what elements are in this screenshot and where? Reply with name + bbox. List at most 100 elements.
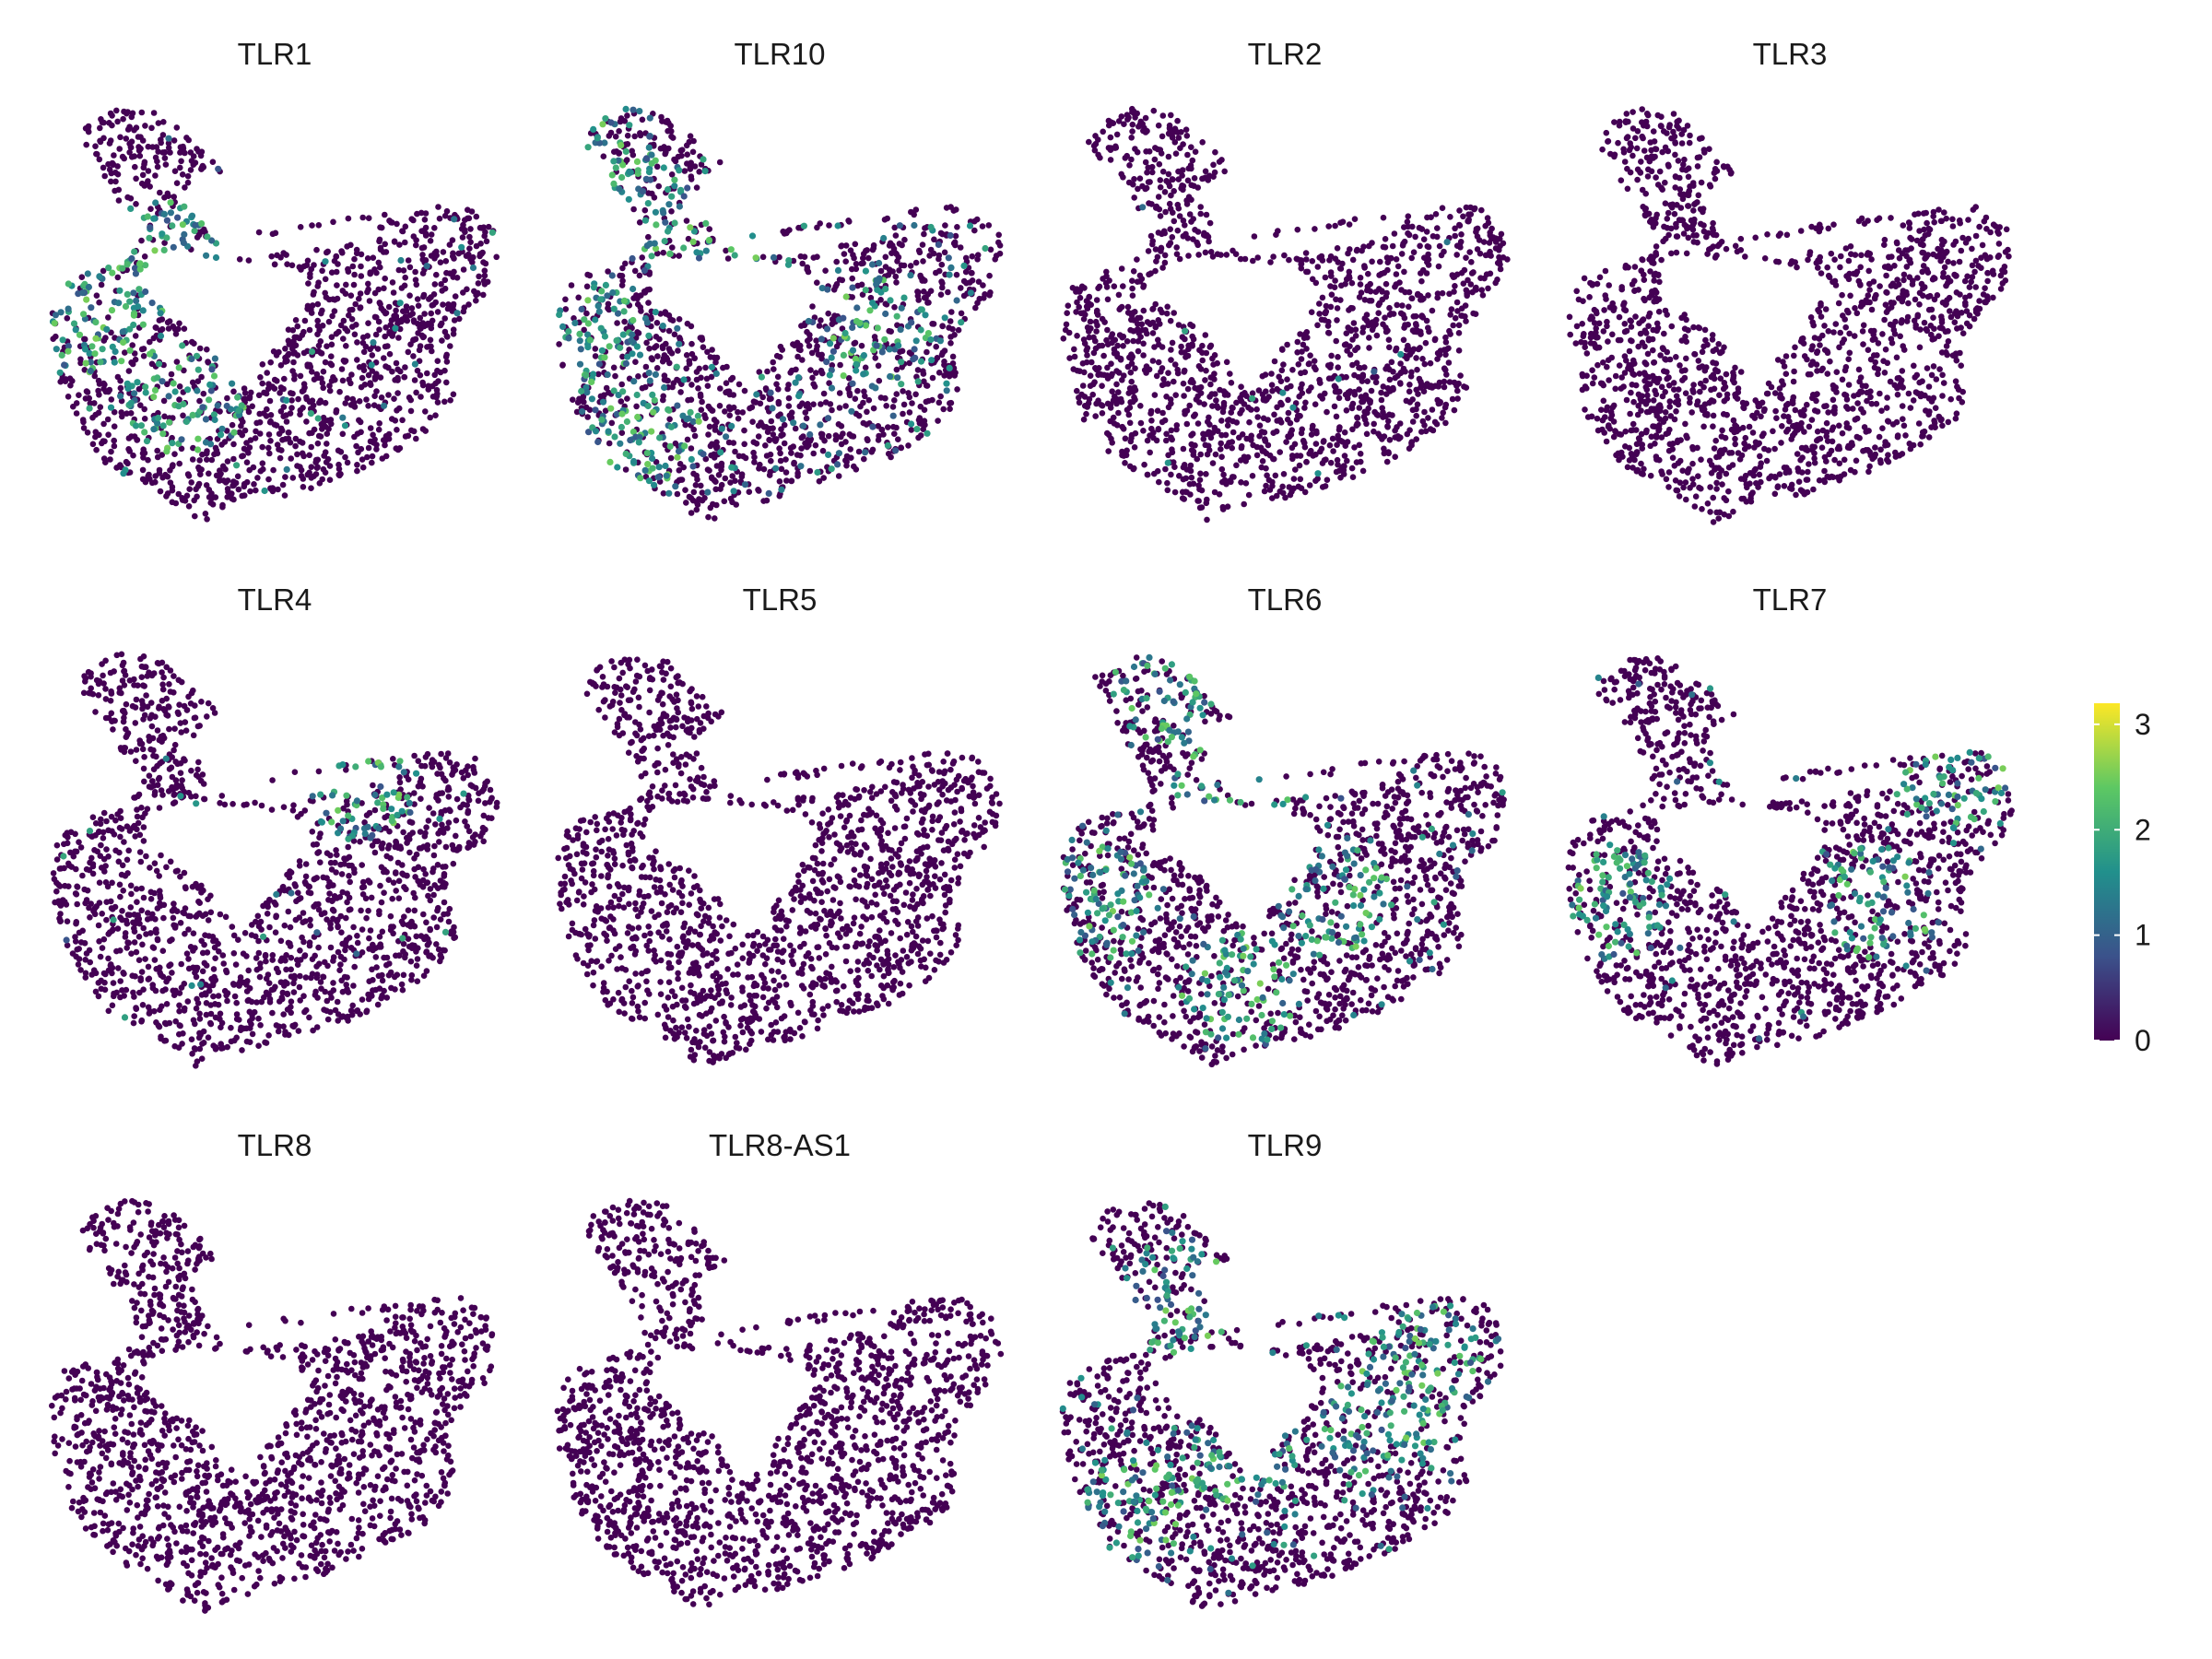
cell-point: [758, 401, 764, 407]
cell-point: [441, 315, 448, 322]
cell-point: [67, 382, 74, 389]
cell-point: [900, 295, 907, 301]
cell-point: [479, 225, 486, 231]
cell-point: [882, 286, 888, 292]
cell-point: [288, 455, 294, 462]
cell-point: [874, 343, 880, 349]
cell-point: [653, 209, 659, 216]
cell-point: [410, 337, 417, 344]
cell-point: [117, 135, 124, 141]
cell-point: [437, 216, 443, 222]
cell-point: [360, 340, 367, 347]
cell-point: [841, 352, 847, 359]
cell-point: [804, 266, 810, 273]
cell-point: [229, 381, 235, 387]
cell-point: [684, 218, 690, 224]
cell-point: [402, 240, 408, 246]
cell-point: [804, 329, 810, 335]
cell-point: [367, 298, 373, 304]
cell-point: [742, 388, 748, 394]
cell-point: [323, 359, 329, 366]
cell-point: [873, 281, 879, 288]
cell-point: [609, 272, 616, 278]
cell-point: [180, 144, 186, 150]
cell-point: [585, 144, 592, 150]
cell-point: [970, 253, 976, 260]
cell-point: [190, 456, 196, 463]
cell-point: [917, 306, 924, 312]
cell-point: [361, 349, 368, 356]
cell-point: [1387, 437, 1394, 443]
cell-point: [271, 348, 277, 355]
cell-point: [237, 256, 243, 263]
cell-point: [618, 382, 625, 388]
cell-point: [105, 417, 112, 423]
cell-point: [253, 488, 259, 494]
cell-point: [257, 374, 264, 381]
cell-point: [142, 288, 148, 295]
cell-point: [204, 233, 210, 240]
cell-point: [677, 477, 684, 483]
cell-point: [363, 396, 370, 403]
cell-point: [1241, 501, 1247, 508]
cell-point: [700, 344, 707, 350]
cell-point: [750, 450, 757, 456]
cell-point: [850, 347, 856, 354]
cell-point: [342, 400, 348, 406]
cell-point: [925, 300, 932, 306]
cell-point: [197, 471, 204, 477]
cell-point: [837, 405, 843, 411]
cell-point: [145, 213, 151, 219]
cell-point: [65, 315, 71, 322]
cell-point: [643, 340, 650, 347]
cell-point: [83, 297, 89, 303]
cell-point: [801, 223, 807, 229]
cell-point: [357, 398, 363, 405]
cell-point: [316, 343, 323, 349]
cell-point: [645, 300, 652, 306]
cell-point: [1387, 377, 1394, 383]
cell-point: [821, 391, 828, 397]
cell-point: [170, 500, 176, 506]
cell-point: [780, 229, 786, 235]
cell-point: [1335, 364, 1341, 371]
cell-point: [1197, 204, 1204, 210]
cell-point: [211, 372, 218, 379]
cell-point: [353, 322, 359, 328]
cell-point: [925, 330, 932, 336]
cell-point: [594, 439, 601, 445]
cell-point: [408, 216, 415, 222]
cell-point: [135, 437, 141, 443]
cell-point: [103, 389, 110, 395]
cell-point: [366, 215, 372, 221]
cell-point: [421, 292, 428, 299]
cell-point: [149, 300, 156, 306]
cell-point: [952, 242, 959, 249]
cell-point: [783, 469, 790, 476]
cell-point: [937, 394, 944, 400]
cell-point: [806, 318, 812, 324]
cell-point: [340, 431, 347, 438]
cell-point: [183, 418, 190, 425]
cell-point: [356, 296, 362, 302]
cell-point: [729, 500, 735, 506]
cell-point: [606, 429, 612, 435]
cell-point: [298, 407, 304, 414]
cell-point: [266, 431, 273, 438]
cell-point: [871, 242, 877, 249]
cell-point: [370, 339, 376, 346]
cell-point: [281, 404, 288, 410]
cell-point: [696, 496, 702, 502]
cell-point: [1281, 253, 1288, 259]
cell-point: [83, 395, 89, 402]
cell-point: [883, 403, 889, 409]
cell-point: [853, 241, 859, 248]
cell-point: [367, 271, 373, 277]
cell-point: [453, 293, 459, 300]
cell-point: [772, 465, 779, 472]
cell-point: [897, 241, 903, 247]
cell-point: [593, 428, 599, 434]
cell-point: [684, 151, 690, 158]
cell-point: [865, 438, 871, 444]
cell-point: [603, 282, 609, 288]
